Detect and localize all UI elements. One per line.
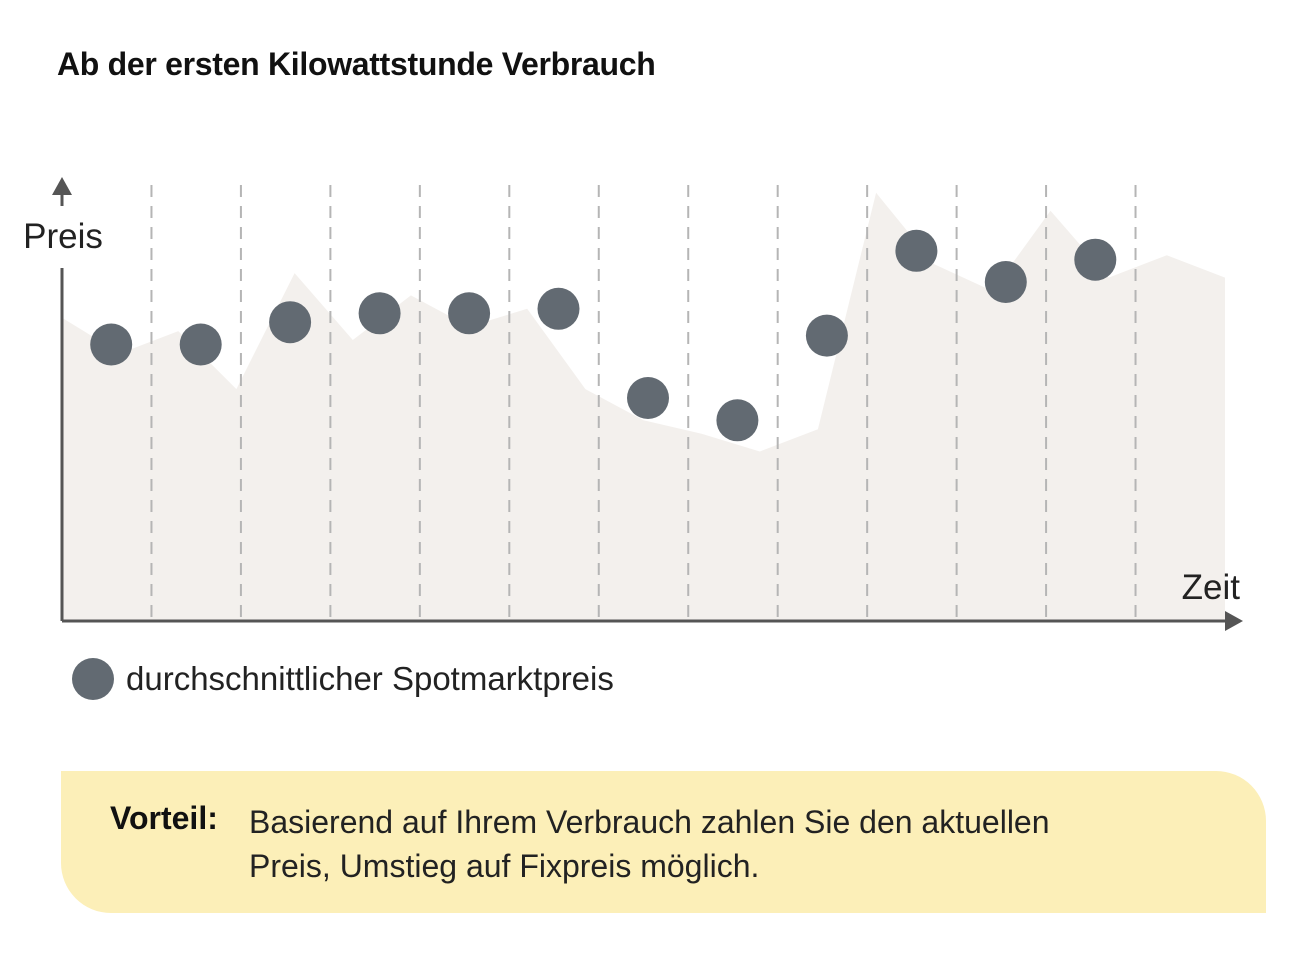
legend-marker [72,658,114,700]
data-point [358,292,401,335]
data-point [179,323,222,366]
price-area [62,192,1225,622]
data-point [984,261,1027,303]
advantage-text-line-1: Basierend auf Ihrem Verbrauch zahlen Sie… [249,804,1050,840]
data-point [895,229,938,272]
grid-layer [150,185,1137,621]
data-point [716,399,759,442]
data-point [627,377,669,419]
data-point [537,287,580,330]
advantage-text-line-2: Preis, Umstieg auf Fixpreis möglich. [249,848,760,884]
data-point [269,301,312,344]
y-axis-arrow [52,177,72,195]
data-point [805,314,848,357]
legend: durchschnittlicher Spotmarktpreis [72,657,614,701]
x-axis-label: Zeit [1182,568,1241,607]
x-axis-arrow [1225,611,1243,631]
advantage-label: Vorteil: [110,800,218,836]
legend-label: durchschnittlicher Spotmarktpreis [126,660,614,697]
data-point [448,292,491,335]
advantage-box: Vorteil: Basierend auf Ihrem Verbrauch z… [61,771,1266,913]
advantage-text: Basierend auf Ihrem Verbrauch zahlen Sie… [249,800,1179,888]
axis-layer: Preis Zeit [23,177,1243,631]
chart-title: Ab der ersten Kilowattstunde Verbrauch [57,46,656,82]
data-point [1074,238,1117,281]
points-layer [90,229,1117,442]
data-point [90,323,133,366]
price-area-layer [62,192,1225,622]
y-axis-label: Preis [23,217,103,256]
